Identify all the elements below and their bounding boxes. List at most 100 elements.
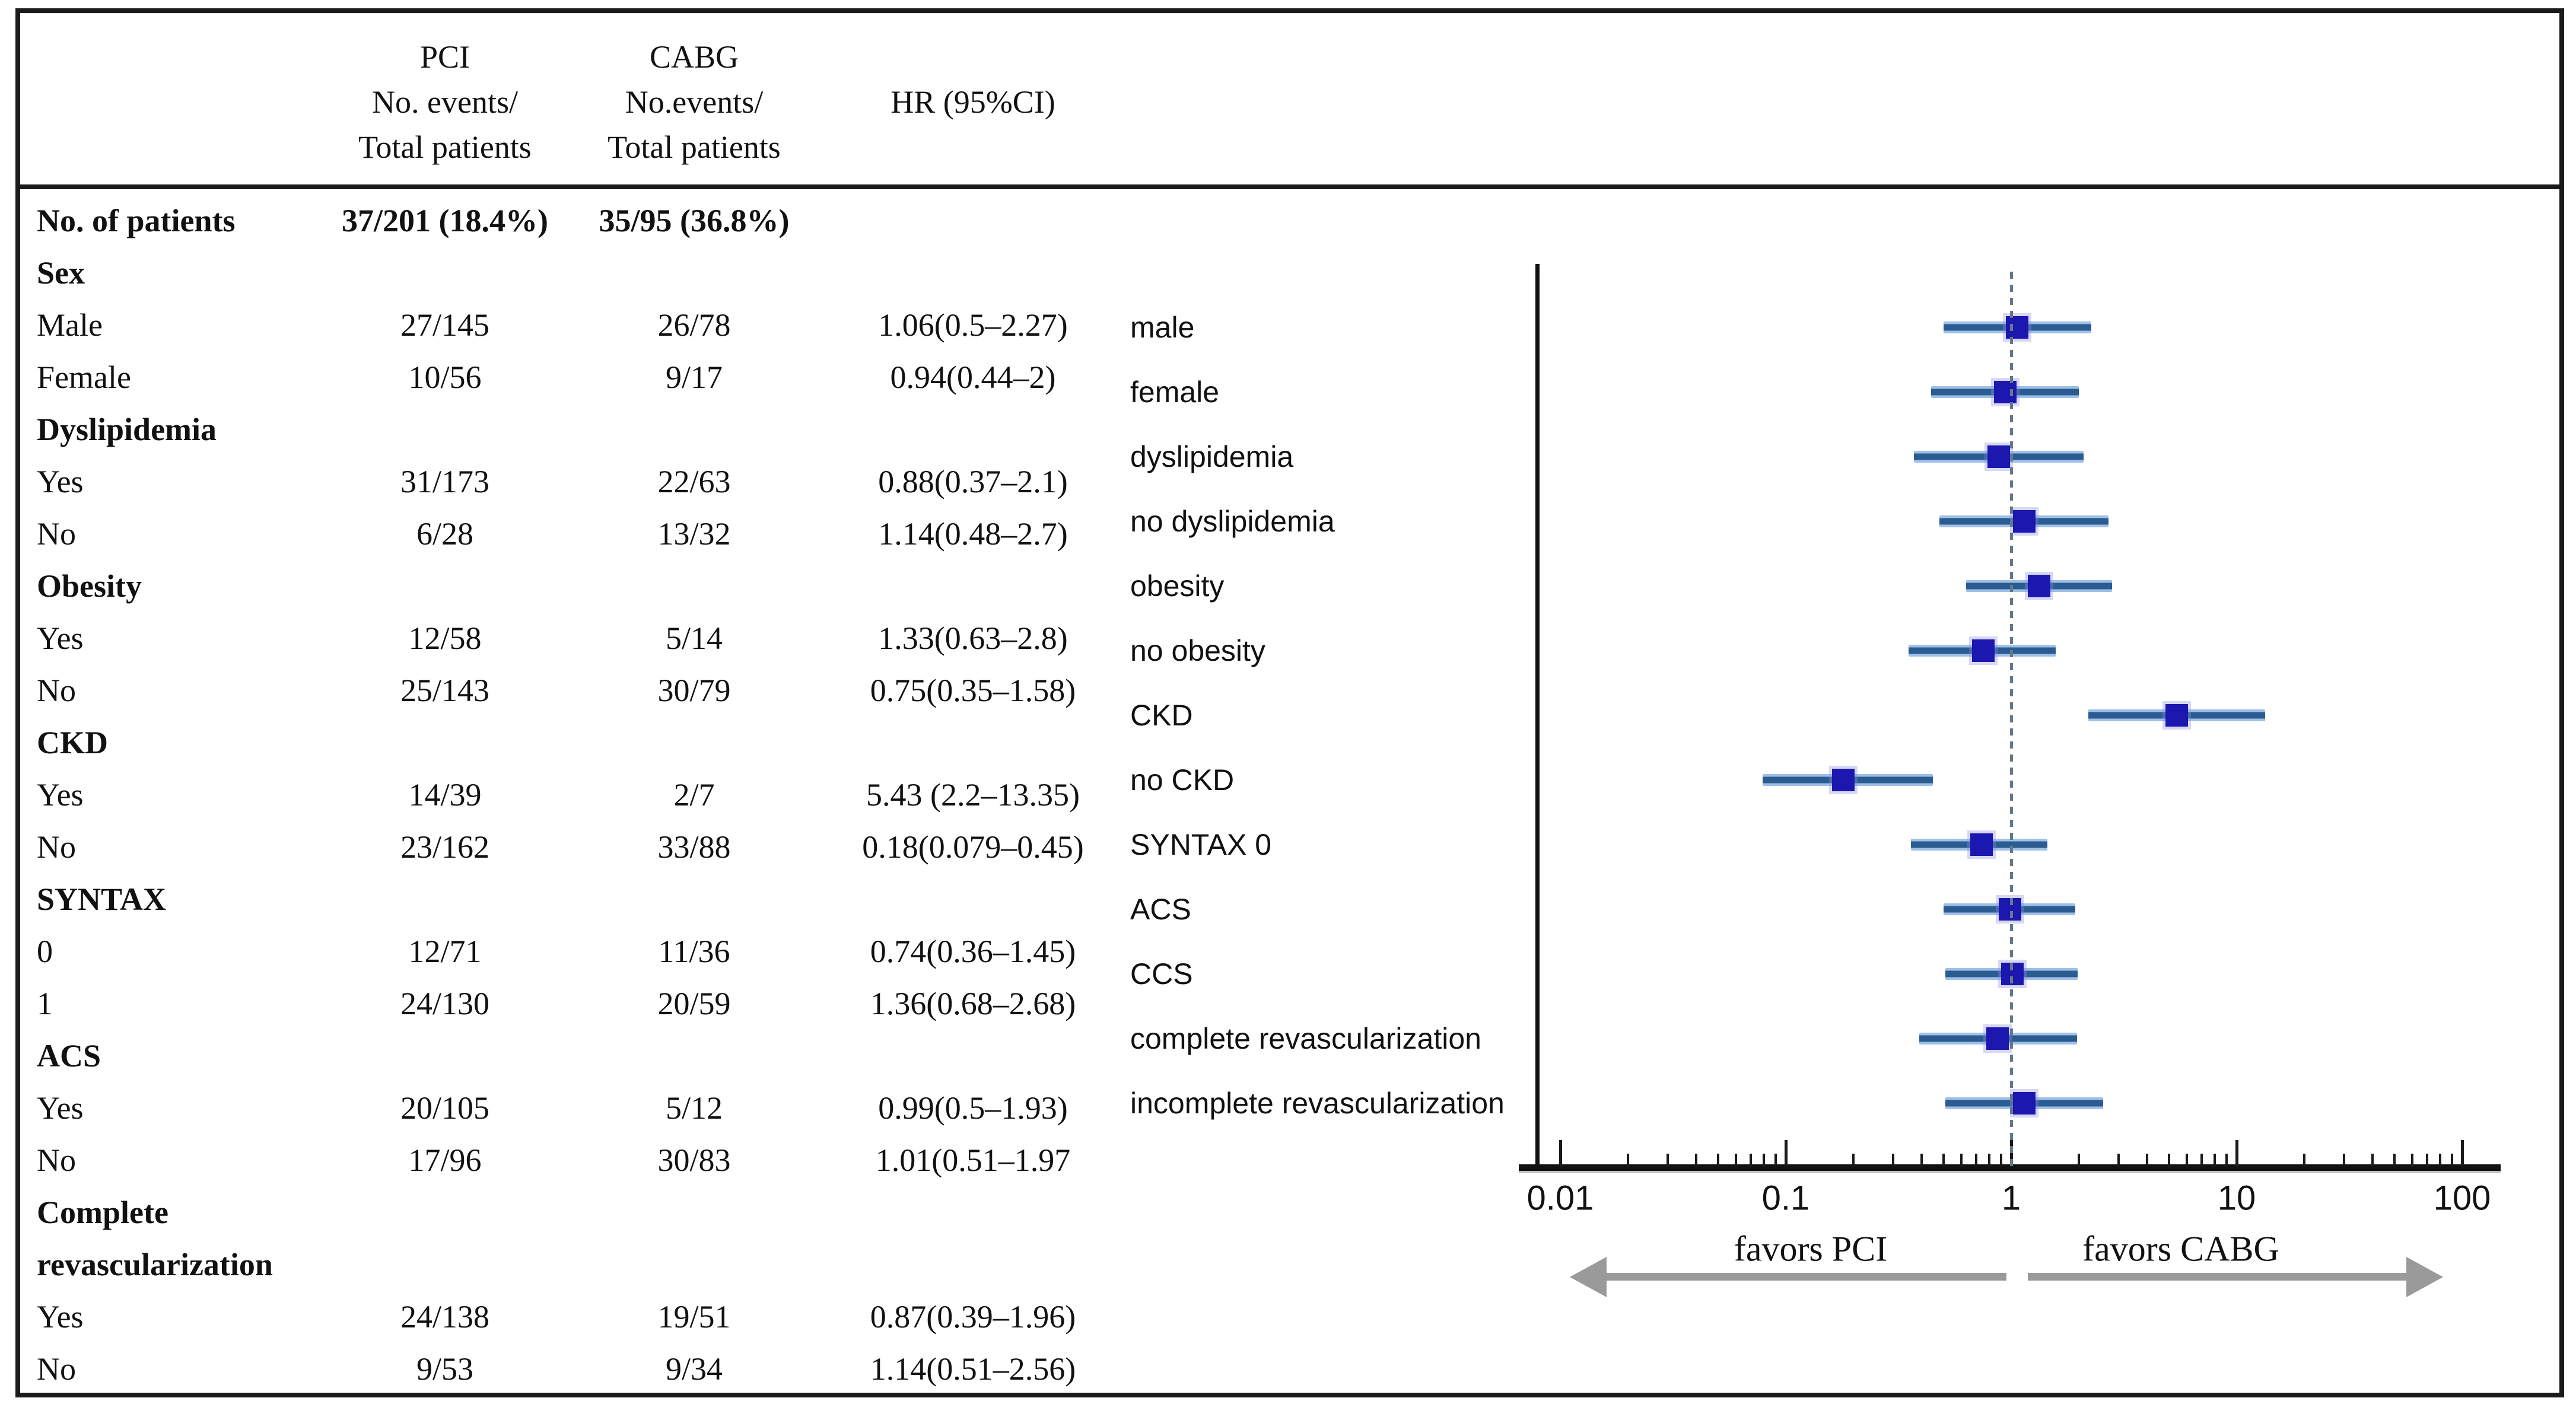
x-tick-label: 0.1 [1761,1179,1810,1218]
favors-pci-label: favors PCI [1734,1229,1888,1269]
table-cell-pci: 25/143 [400,673,490,708]
minor-tick [2214,1154,2216,1167]
table-row-label: No [37,673,76,708]
table-row-label: Complete [37,1195,168,1230]
hr-point-marker [1993,381,2017,403]
table-cell-pci: 24/130 [400,986,490,1021]
major-tick [2235,1140,2238,1167]
table-row-label: Sex [37,255,85,291]
minor-tick [2167,1154,2170,1167]
major-tick [1784,1140,1788,1167]
minor-tick [1627,1154,1630,1167]
minor-tick [1763,1154,1766,1167]
table-cell-pci: 10/56 [408,359,482,395]
minor-tick [1920,1154,1923,1167]
minor-tick [1975,1154,1978,1167]
table-cell-cabg: 9/34 [665,1351,723,1387]
minor-tick [2145,1154,2148,1167]
table-cell-pci: 37/201 (18.4%) [342,203,548,238]
minor-tick [2371,1154,2374,1167]
plot-row-label: SYNTAX 0 [1130,828,1272,861]
minor-tick [1734,1154,1737,1167]
table-row-label: No [37,516,76,552]
header-divider-line [18,184,2562,189]
column-header-hr: HR (95%CI) [891,84,1055,120]
hr-point-marker [1986,1027,2009,1050]
hr-point-marker [1970,833,1993,856]
plot-row-label: no dyslipidemia [1130,505,1335,538]
table-cell-cabg: 30/83 [657,1142,731,1178]
hr-point-marker [2165,704,2189,727]
hr-point-marker [1987,445,2010,468]
table-row-label: No [37,1142,76,1178]
minor-tick [2078,1154,2081,1167]
cabg-header-line2: No.events/ [625,84,764,120]
minor-tick [1892,1154,1895,1167]
table-cell-cabg: 26/78 [657,307,731,343]
table-cell-cabg: 9/17 [665,359,723,395]
table-cell-pci: 12/71 [408,934,482,969]
x-tick-label: 0.01 [1526,1179,1594,1218]
table-cell-hr: 0.87(0.39–1.96) [870,1299,1076,1335]
hr-point-marker [1971,639,1995,662]
pci-header-line2: No. events/ [372,84,518,120]
plot-row-label: CKD [1130,699,1193,732]
plot-row-label: female [1130,375,1220,409]
minor-tick [1942,1154,1945,1167]
table-cell-pci: 31/173 [400,464,490,499]
minor-tick [2439,1154,2442,1167]
table-cell-pci: 12/58 [408,620,482,656]
favors-cabg-arrow-line [2028,1273,2406,1281]
table-row-label: Yes [37,1090,84,1126]
minor-tick [1667,1154,1669,1167]
plot-row-label: no obesity [1130,634,1265,667]
major-tick [1559,1140,1562,1167]
table-row-label: Obesity [37,568,142,604]
table-cell-hr: 5.43 (2.2–13.35) [866,777,1080,813]
table-row-label: No [37,1351,76,1387]
table-row-label: 0 [37,934,53,969]
hr-point-marker [1832,769,1855,791]
minor-tick [2225,1154,2228,1167]
table-cell-hr: 1.36(0.68–2.68) [870,986,1076,1021]
minor-tick [1999,1154,2002,1167]
plot-row-label: complete revascularization [1130,1022,1481,1055]
table-cell-hr: 0.74(0.36–1.45) [870,934,1076,969]
minor-tick [2410,1154,2413,1167]
table-cell-cabg: 33/88 [657,829,731,865]
table-cell-cabg: 5/12 [665,1090,723,1126]
table-row-label: Yes [37,777,84,813]
table-cell-cabg: 2/7 [673,777,715,813]
table-row-label: 1 [37,986,53,1021]
column-header-pci: PCI No. events/ Total patients [358,34,532,170]
table-row-label: revascularization [37,1247,273,1282]
table-cell-cabg: 20/59 [657,986,731,1021]
table-cell-cabg: 5/14 [665,620,723,656]
table-row-label: ACS [37,1038,101,1074]
table-row-label: SYNTAX [37,881,167,917]
plot-row-label: ACS [1130,893,1191,926]
hr-point-marker [2012,510,2036,533]
table-row-label: Yes [37,620,84,656]
minor-tick [1694,1154,1697,1167]
table-cell-cabg: 30/79 [657,673,731,708]
hr-point-marker [2012,1092,2036,1115]
table-cell-pci: 6/28 [416,516,474,552]
minor-tick [2393,1154,2396,1167]
favors-pci-arrowhead-icon [1570,1257,1607,1297]
minor-tick [2200,1154,2203,1167]
table-cell-pci: 9/53 [416,1351,474,1387]
favors-cabg-label: favors CABG [2082,1229,2279,1269]
minor-tick [2426,1154,2429,1167]
minor-tick [2343,1154,2346,1167]
table-row-label: CKD [37,725,108,760]
table-cell-pci: 14/39 [408,777,482,813]
table-row-label: Yes [37,464,84,499]
table-cell-hr: 0.94(0.44–2) [890,359,1056,395]
x-tick-label: 1 [2001,1179,2021,1218]
table-cell-hr: 0.88(0.37–2.1) [878,464,1068,499]
cabg-header-line3: Total patients [608,129,781,165]
plot-row-label: male [1130,311,1195,344]
table-cell-pci: 27/145 [400,307,490,343]
minor-tick [1960,1154,1963,1167]
